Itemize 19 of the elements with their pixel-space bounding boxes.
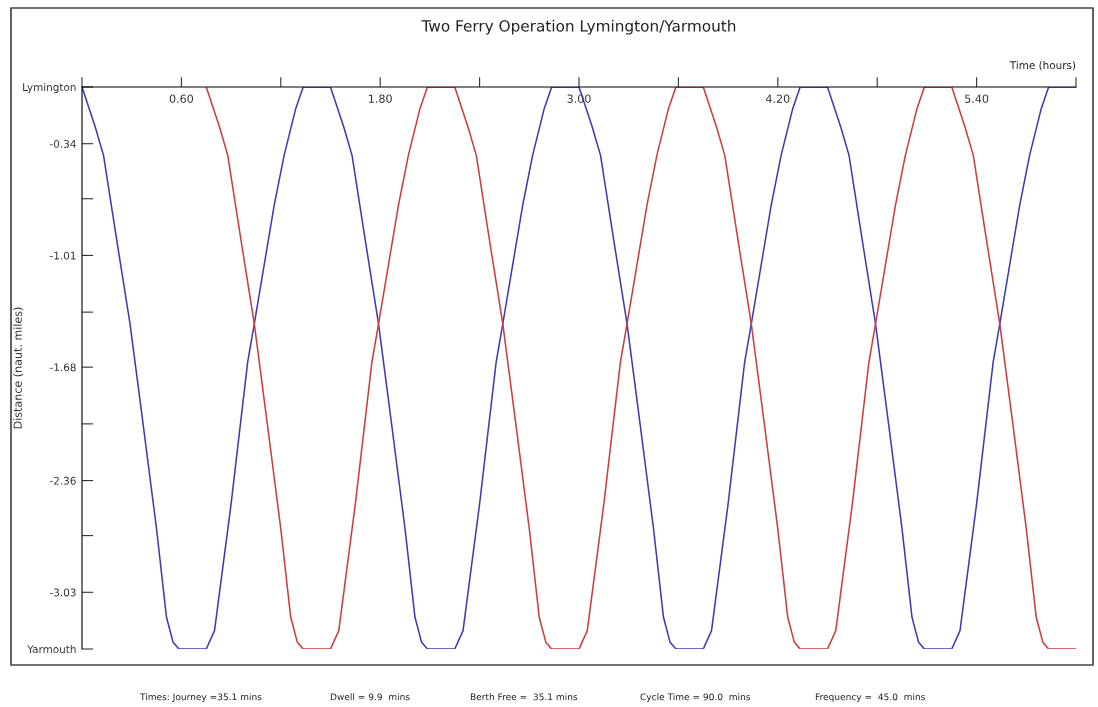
y-axis-title: Distance (naut. miles): [13, 307, 24, 429]
text: Dwell = 9.9 mins: [330, 693, 410, 701]
y-tick-label: Yarmouth: [27, 645, 76, 654]
y-tick-label: -1.01: [50, 251, 76, 260]
y-tick-label: -2.36: [50, 476, 76, 485]
text: Frequency = 45.0 mins: [815, 693, 925, 702]
x-axis-title: Time (hours): [1009, 61, 1076, 71]
y-tick-label: -0.34: [50, 139, 76, 148]
x-tick-label: 4.20: [765, 94, 790, 103]
x-tick-label: 1.80: [369, 94, 392, 103]
x-tick-label: 5.40: [965, 94, 989, 103]
x-tick-label: 0.60: [169, 94, 194, 103]
y-tick-label: -3.03: [50, 588, 76, 597]
text: Cycle Time = 90.0 mins: [640, 693, 751, 702]
text: Times: Journey =35.1 mins: [139, 693, 262, 702]
chart-title: Two Ferry Operation Lymington/Yarmouth: [421, 19, 736, 35]
y-tick-label: Lymington: [23, 83, 76, 94]
text: Berth Free = 35.1 mins: [470, 693, 578, 701]
y-tick-label: -1.68: [50, 363, 76, 372]
